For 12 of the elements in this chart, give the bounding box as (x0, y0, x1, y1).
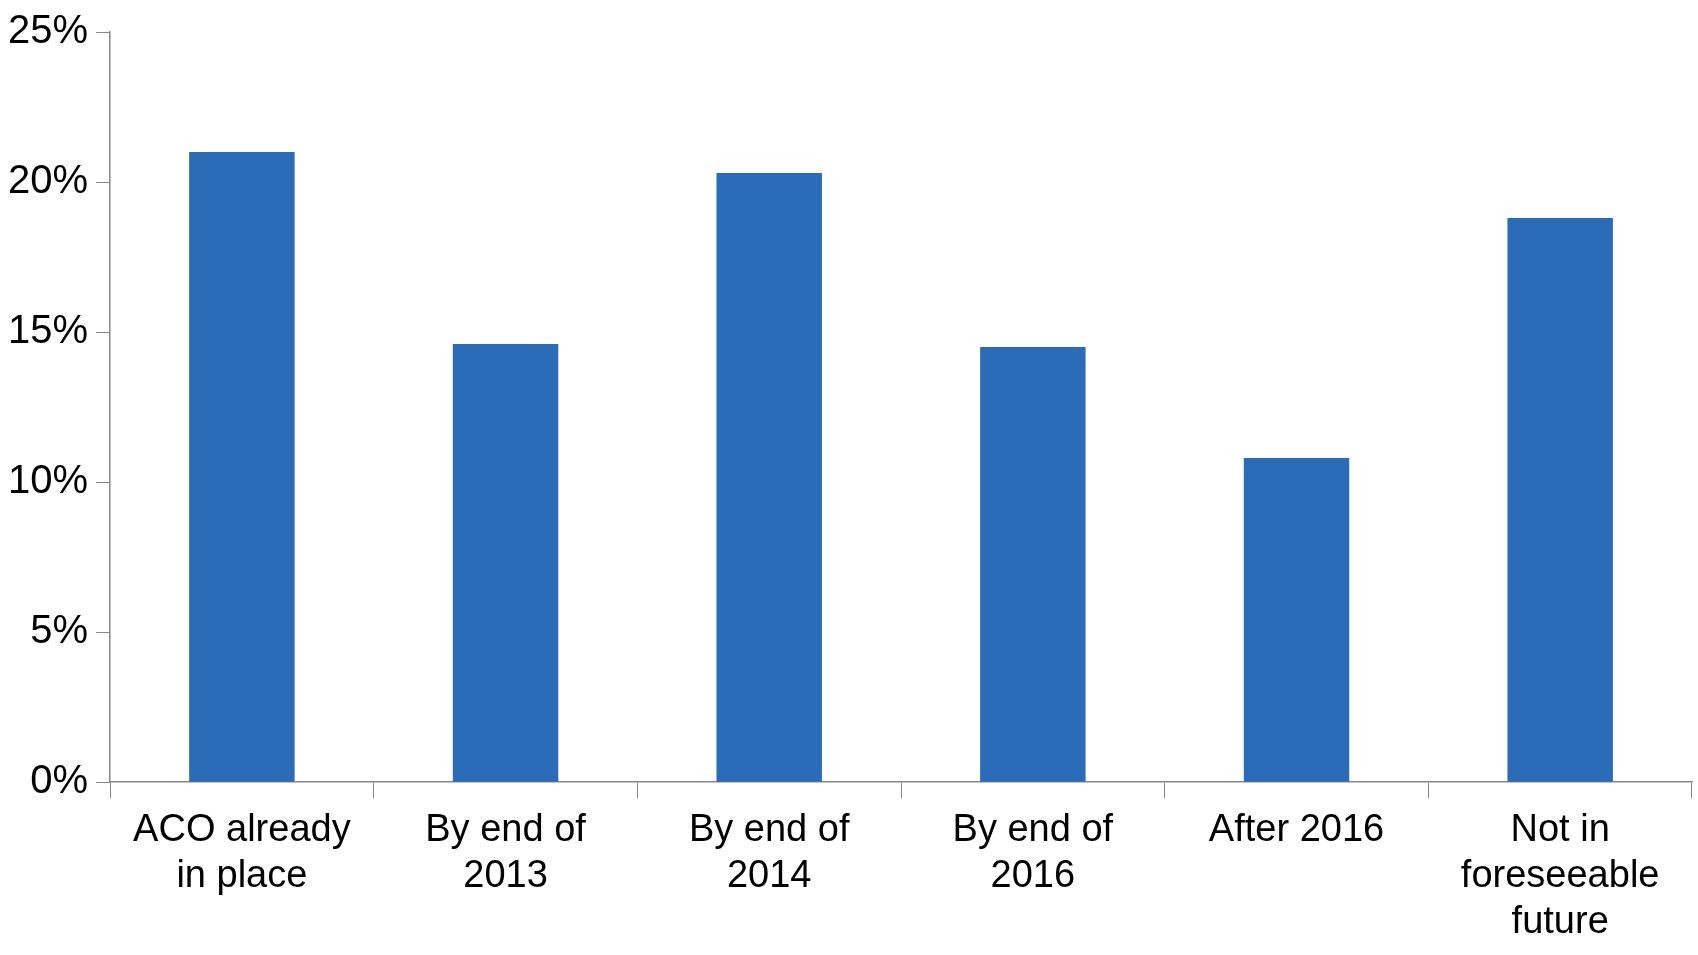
y-tick-label: 10% (8, 457, 89, 502)
y-tick-label: 5% (30, 607, 89, 652)
x-tick-label: After 2016 (1208, 807, 1385, 850)
y-tick-label: 15% (8, 307, 89, 352)
x-tick-label: Not in foreseeable future (1460, 807, 1660, 941)
y-tick-label: 0% (30, 757, 89, 802)
y-tick-label: 25% (8, 7, 89, 52)
x-tick-label: By end of 2014 (688, 807, 850, 896)
x-tick-label: ACO already in place (133, 807, 351, 896)
x-tick-label: By end of 2016 (952, 807, 1114, 896)
x-tick-label: By end of 2013 (425, 807, 587, 896)
y-tick-label: 20% (8, 157, 89, 202)
